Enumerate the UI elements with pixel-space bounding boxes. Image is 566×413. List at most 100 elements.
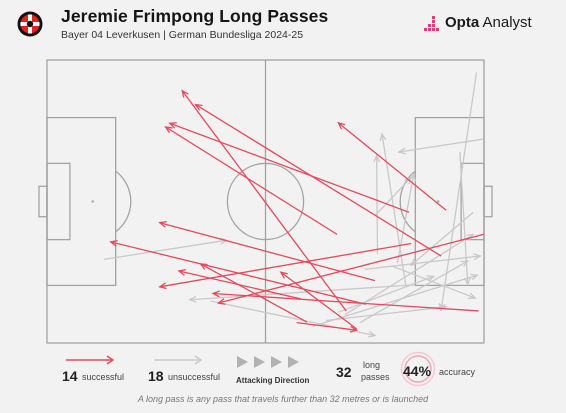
unsuccessful-label: unsuccessful xyxy=(168,372,221,382)
pass-arrowhead xyxy=(158,282,167,290)
pass-line xyxy=(181,90,347,312)
right-penalty-arc xyxy=(399,170,416,233)
pass-line xyxy=(375,155,379,254)
pass-line xyxy=(210,300,376,337)
pass-line xyxy=(218,233,484,304)
successful-pass-arrow xyxy=(158,242,412,290)
total-count: 32 xyxy=(336,364,352,380)
accuracy-value: 44% xyxy=(403,363,432,379)
unsuccessful-pass-arrow xyxy=(397,138,484,155)
successful-pass-arrow xyxy=(181,89,347,312)
pass-arrowhead xyxy=(397,147,407,155)
pass-arrowhead xyxy=(194,103,203,111)
successful-pass-arrow xyxy=(177,269,302,300)
pass-line xyxy=(213,292,479,312)
pass-arrowhead xyxy=(109,239,118,247)
unsuccessful-pass-arrow xyxy=(312,273,479,327)
pass-arrowhead xyxy=(164,126,173,134)
pass-line xyxy=(189,284,415,301)
left-penalty-spot xyxy=(91,200,94,203)
header: Jeremie Frimpong Long Passes Bayer 04 Le… xyxy=(0,0,566,48)
page-subtitle: Bayer 04 Leverkusen | German Bundesliga … xyxy=(61,29,304,41)
total-label-line1: long xyxy=(363,360,381,370)
pass-line xyxy=(396,174,415,264)
pass-line xyxy=(103,239,227,260)
left-goal xyxy=(38,185,48,218)
pass-arrowhead xyxy=(409,172,416,182)
unsuccessful-pass-arrow xyxy=(338,275,436,313)
unsuccessful-pass-arrow xyxy=(374,176,413,217)
unsuccessful-pass-arrow xyxy=(103,237,229,260)
pass-arrowhead xyxy=(426,275,436,282)
legend: 14 successful 18 unsuccessful Attacking … xyxy=(0,348,566,388)
total-label-line2: passes xyxy=(361,372,390,382)
pass-line xyxy=(410,211,474,266)
left-penalty-area xyxy=(46,116,117,287)
pass-arrowhead xyxy=(373,154,381,163)
successful-pass-arrow xyxy=(164,126,338,235)
pass-arrowhead xyxy=(188,295,197,303)
attacking-direction-triangles-icon xyxy=(237,356,299,368)
opta-logo-icon xyxy=(424,16,439,31)
brand-name: Opta Analyst xyxy=(445,14,532,31)
pass-line xyxy=(325,306,447,322)
pass-line xyxy=(381,133,407,286)
legend-successful-arrow-icon xyxy=(66,355,115,365)
pass-line xyxy=(440,72,478,311)
unsuccessful-pass-arrow xyxy=(210,300,377,338)
successful-pass-arrow xyxy=(194,103,442,257)
accuracy-ring-icon xyxy=(400,351,436,387)
right-penalty-spot xyxy=(437,200,440,203)
pass-arrowhead xyxy=(463,277,471,286)
successful-pass-arrow xyxy=(337,121,447,211)
pass-line xyxy=(200,263,308,323)
pass-line xyxy=(338,275,434,313)
pass-line xyxy=(110,241,366,305)
club-crest-icon xyxy=(17,11,43,37)
successful-pass-arrow xyxy=(296,321,359,333)
unsuccessful-pass-arrow xyxy=(379,132,407,286)
successful-pass-arrow xyxy=(158,220,376,282)
successful-pass-arrow xyxy=(216,233,484,305)
pass-arrowhead xyxy=(470,273,479,281)
right-goal xyxy=(483,185,493,218)
pass-line xyxy=(165,126,338,235)
pass-line xyxy=(337,122,447,211)
pass-arrowhead xyxy=(158,220,167,228)
brand-light: Analyst xyxy=(479,14,532,31)
unsuccessful-pass-arrow xyxy=(392,265,477,300)
pass-line xyxy=(195,103,442,257)
pass-arrowhead xyxy=(168,122,177,129)
pass-line xyxy=(392,265,476,299)
pass-arrowhead xyxy=(211,290,220,298)
pass-arrowhead xyxy=(216,298,226,305)
pass-arrowhead xyxy=(379,132,387,142)
pass-line xyxy=(364,255,481,270)
pass-line xyxy=(178,270,302,300)
page-title: Jeremie Frimpong Long Passes xyxy=(61,6,329,26)
pass-line xyxy=(296,321,357,331)
successful-pass-arrow xyxy=(211,290,479,312)
brand-bold: Opta xyxy=(445,14,480,31)
pass-line xyxy=(459,151,469,285)
unsuccessful-pass-arrow xyxy=(188,284,415,303)
pass-arrowhead xyxy=(367,330,377,338)
pass-line xyxy=(398,138,484,153)
pass-arrowhead xyxy=(460,260,470,268)
pass-line xyxy=(359,260,469,324)
unsuccessful-count: 18 xyxy=(148,368,164,384)
pass-line xyxy=(374,176,412,217)
pass-arrowhead xyxy=(349,325,359,333)
legend-unsuccessful-arrow-icon xyxy=(154,355,203,365)
pass-arrowhead xyxy=(279,271,288,279)
pass-arrowhead xyxy=(473,253,482,261)
accuracy-label: accuracy xyxy=(439,367,476,377)
left-penalty-arc xyxy=(115,170,132,233)
attacking-direction-label: Attacking Direction xyxy=(236,376,310,385)
pass-arrowhead xyxy=(177,269,186,276)
pass-line xyxy=(312,274,478,327)
pass-line xyxy=(159,242,412,288)
unsuccessful-pass-arrow xyxy=(364,253,482,270)
pass-arrowhead xyxy=(337,121,346,130)
centre-circle xyxy=(226,162,305,241)
